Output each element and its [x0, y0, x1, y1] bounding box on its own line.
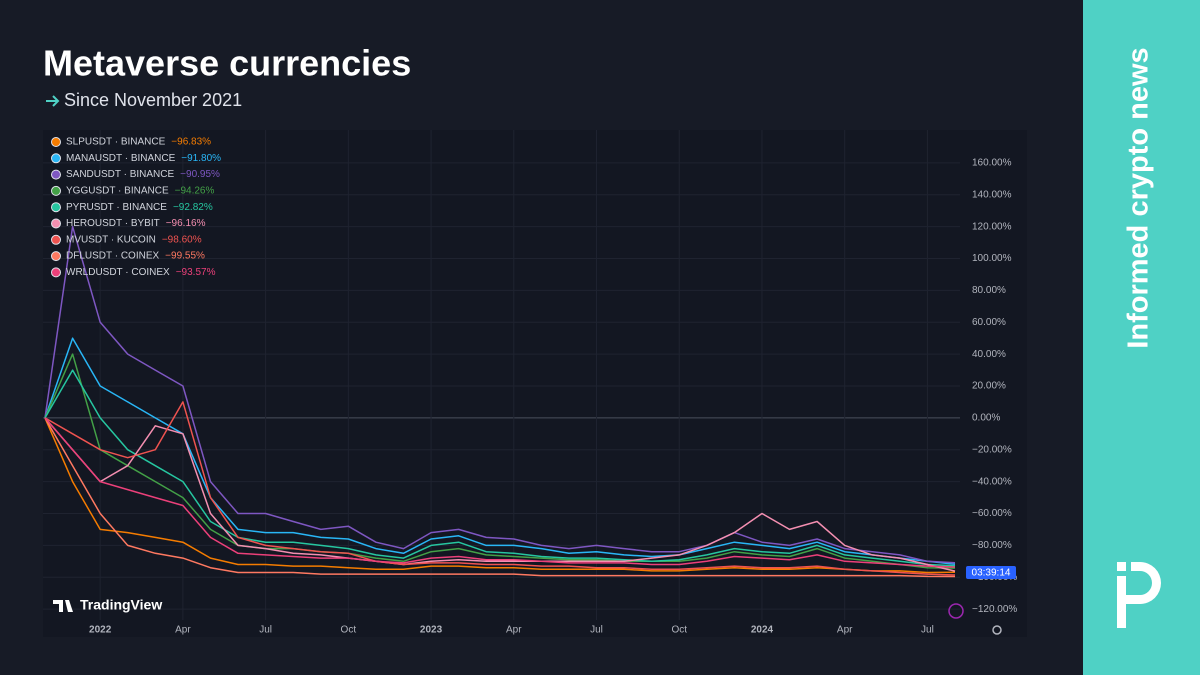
legend-change: −94.26%	[175, 186, 215, 197]
x-tick-label: 2022	[89, 625, 112, 636]
watermark: TradingView	[80, 597, 162, 613]
legend-name: MVUSDT · KUCOIN	[66, 234, 156, 245]
legend-icon	[51, 218, 61, 229]
legend-change: −96.16%	[166, 218, 206, 229]
x-tick-label: Oct	[671, 625, 687, 636]
x-tick-label: Oct	[341, 625, 357, 636]
legend-icon	[51, 137, 61, 147]
legend-icon	[51, 153, 61, 164]
series-line	[44, 417, 956, 574]
x-tick-label: 2024	[751, 625, 774, 636]
y-tick-label: −80.00%	[972, 540, 1012, 551]
x-tick-label: Jul	[590, 625, 603, 636]
tradingview-logo: TradingView	[53, 597, 162, 613]
series-line	[44, 417, 956, 572]
series-line	[44, 353, 956, 569]
settings-icon[interactable]	[992, 625, 1002, 635]
y-tick-label: 160.00%	[972, 158, 1012, 169]
y-tick-label: 120.00%	[972, 221, 1012, 232]
x-tick-label: Apr	[506, 625, 522, 636]
x-tick-label: Apr	[175, 625, 191, 636]
series-line	[44, 337, 956, 565]
y-tick-label: 40.00%	[972, 349, 1006, 360]
subtitle: Since November 2021	[64, 90, 242, 110]
legend-name: SANDUSDT · BINANCE	[66, 169, 174, 180]
logo-dot	[1117, 562, 1126, 571]
title: Metaverse currencies	[43, 43, 411, 84]
y-tick-label: −60.00%	[972, 508, 1012, 519]
x-tick-label: Apr	[837, 625, 853, 636]
x-tick-label: Jul	[921, 625, 934, 636]
legend-icon	[51, 202, 61, 213]
legend-name: MANAUSDT · BINANCE	[66, 153, 176, 164]
series-line	[44, 401, 956, 576]
arrow-icon	[46, 95, 60, 107]
y-tick-label: −120.00%	[972, 604, 1017, 615]
logo-p	[1117, 562, 1161, 628]
legend-name: WRLDUSDT · COINEX	[66, 267, 170, 278]
countdown: 03:39:14	[972, 568, 1011, 579]
y-tick-label: 20.00%	[972, 381, 1006, 392]
legend-change: −90.95%	[180, 169, 220, 180]
y-tick-label: 80.00%	[972, 285, 1006, 296]
countdown-badge	[966, 566, 1016, 579]
y-tick-label: 60.00%	[972, 317, 1006, 328]
legend-change: −93.57%	[176, 267, 216, 278]
x-tick-label: 2023	[420, 625, 443, 636]
tv-icon	[53, 600, 73, 612]
y-tick-label: 140.00%	[972, 189, 1012, 200]
plot: 160.00% 140.00% 120.00% 100.00% 80.00% 60.00%…	[43, 130, 1017, 636]
legend-change: −92.82%	[173, 202, 213, 213]
series-line	[44, 225, 956, 564]
legend-icon	[51, 234, 61, 245]
legend-change: −91.80%	[181, 153, 221, 164]
y-tick-label: 0.00%	[972, 413, 1000, 424]
alert-icon[interactable]	[948, 603, 964, 619]
legend-change: −99.55%	[165, 251, 205, 262]
x-tick-label: Jul	[259, 625, 272, 636]
brand-logo	[1117, 562, 1161, 628]
y-tick-label: −20.00%	[972, 444, 1012, 455]
legend-name: SLPUSDT · BINANCE	[66, 137, 166, 148]
legend-change: −96.83%	[171, 137, 211, 148]
series-line	[44, 417, 956, 568]
tagline: Informed crypto news	[1123, 47, 1155, 348]
legend-icon	[51, 251, 61, 262]
chart-panel	[43, 130, 1027, 637]
legend-change: −98.60%	[162, 234, 202, 245]
legend-icon	[51, 169, 61, 180]
legend-icon	[51, 267, 61, 278]
legend-name: DFLUSDT · COINEX	[66, 251, 159, 262]
y-tick-label: −40.00%	[972, 476, 1012, 487]
y-tick-label: 100.00%	[972, 253, 1012, 264]
legend-name: PYRUSDT · BINANCE	[66, 202, 167, 213]
legend-icon	[51, 185, 61, 196]
legend-name: HEROUSDT · BYBIT	[66, 218, 160, 229]
legend-name: YGGUSDT · BINANCE	[66, 186, 169, 197]
series-line	[44, 369, 956, 567]
series-line	[44, 417, 956, 578]
